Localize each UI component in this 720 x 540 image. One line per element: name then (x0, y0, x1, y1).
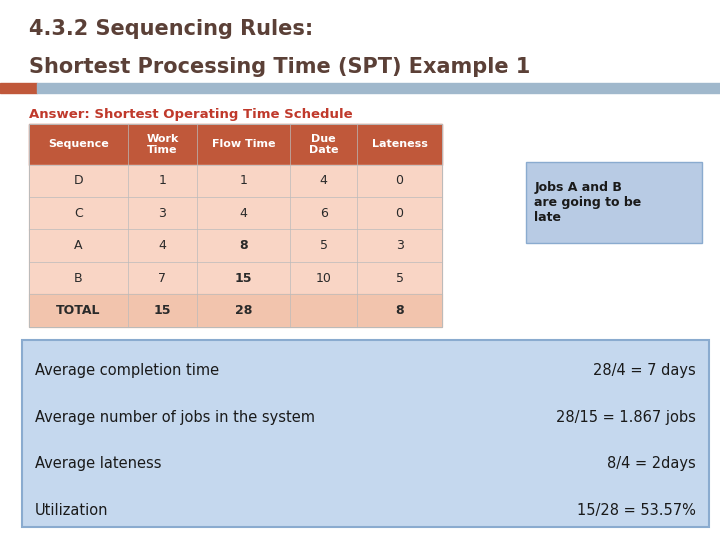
Text: Sequence: Sequence (48, 139, 109, 150)
Text: 6: 6 (320, 207, 328, 220)
Text: 28: 28 (235, 304, 252, 317)
Bar (29, 294, 128, 327)
Text: TOTAL: TOTAL (56, 304, 101, 317)
FancyBboxPatch shape (526, 162, 702, 243)
Text: D: D (73, 174, 84, 187)
Bar (357, 124, 442, 165)
Bar (128, 294, 197, 327)
Text: 4: 4 (320, 174, 328, 187)
Text: Average number of jobs in the system: Average number of jobs in the system (35, 409, 315, 424)
Text: 3: 3 (396, 239, 403, 252)
Bar (290, 294, 357, 327)
Text: 1: 1 (158, 174, 166, 187)
Bar (290, 230, 357, 262)
Bar (290, 197, 357, 230)
Bar (197, 262, 290, 294)
Bar (0, 83, 37, 93)
Text: 8: 8 (239, 239, 248, 252)
Text: 15/28 = 53.57%: 15/28 = 53.57% (577, 503, 696, 518)
Bar (29, 165, 128, 197)
Text: 1: 1 (240, 174, 247, 187)
Text: Jobs A and B
are going to be
late: Jobs A and B are going to be late (534, 181, 642, 224)
Text: 8/4 = 2days: 8/4 = 2days (608, 456, 696, 471)
Text: 8: 8 (395, 304, 404, 317)
Bar (357, 165, 442, 197)
Text: 15: 15 (153, 304, 171, 317)
Text: 5: 5 (320, 239, 328, 252)
Text: 4.3.2 Sequencing Rules:: 4.3.2 Sequencing Rules: (29, 19, 313, 39)
Text: 15: 15 (235, 272, 252, 285)
Text: 28/4 = 7 days: 28/4 = 7 days (593, 363, 696, 378)
Text: Average completion time: Average completion time (35, 363, 219, 378)
Text: 0: 0 (395, 207, 404, 220)
Bar (128, 165, 197, 197)
Text: 3: 3 (158, 207, 166, 220)
Text: Shortest Processing Time (SPT) Example 1: Shortest Processing Time (SPT) Example 1 (29, 57, 530, 77)
Bar (29, 124, 442, 327)
Bar (357, 262, 442, 294)
Bar (37, 83, 720, 93)
Text: Answer: Shortest Operating Time Schedule: Answer: Shortest Operating Time Schedule (29, 108, 352, 121)
Text: A: A (74, 239, 83, 252)
FancyBboxPatch shape (22, 340, 709, 526)
Bar (128, 124, 197, 165)
Bar (197, 124, 290, 165)
Bar (197, 197, 290, 230)
Text: B: B (74, 272, 83, 285)
Text: 10: 10 (315, 272, 332, 285)
Bar (29, 262, 128, 294)
Bar (29, 230, 128, 262)
Text: 28/15 = 1.867 jobs: 28/15 = 1.867 jobs (557, 409, 696, 424)
Bar (357, 197, 442, 230)
Bar (128, 262, 197, 294)
Bar (197, 165, 290, 197)
Text: 4: 4 (240, 207, 247, 220)
Bar (197, 294, 290, 327)
Text: C: C (74, 207, 83, 220)
Bar (29, 124, 128, 165)
Text: Average lateness: Average lateness (35, 456, 161, 471)
Bar (197, 230, 290, 262)
Bar (290, 262, 357, 294)
Text: 4: 4 (158, 239, 166, 252)
Bar (290, 165, 357, 197)
Text: Utilization: Utilization (35, 503, 108, 518)
Text: 0: 0 (395, 174, 404, 187)
Bar (128, 197, 197, 230)
Text: Flow Time: Flow Time (212, 139, 275, 150)
Bar (357, 230, 442, 262)
Text: Work
Time: Work Time (146, 133, 179, 156)
Text: Due
Date: Due Date (309, 133, 338, 156)
Bar (128, 230, 197, 262)
Bar (357, 294, 442, 327)
Bar (29, 197, 128, 230)
Text: Lateness: Lateness (372, 139, 428, 150)
Text: 7: 7 (158, 272, 166, 285)
Bar (290, 124, 357, 165)
Text: 5: 5 (395, 272, 404, 285)
